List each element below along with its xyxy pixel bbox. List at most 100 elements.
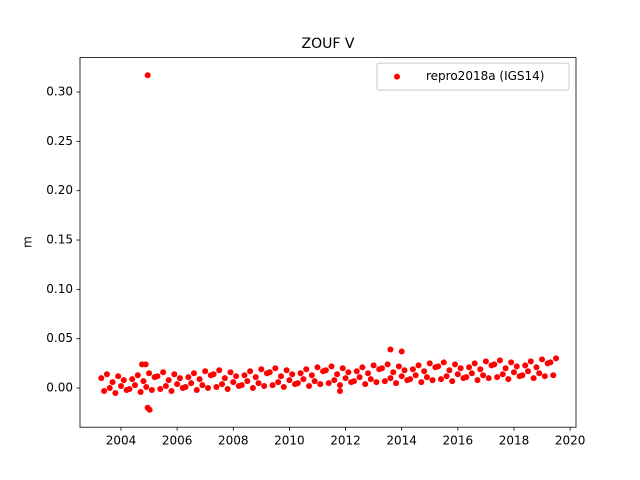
y-tick-label: 0.30 [46,85,73,99]
data-point [202,368,209,375]
data-point [182,384,189,391]
data-point [435,363,442,370]
x-tick-label: 2012 [330,434,361,448]
data-point [494,374,501,381]
data-point [379,365,386,372]
data-point [437,376,444,383]
data-point [303,366,310,373]
chart-title: ZOUF V [302,36,355,52]
data-point [387,346,394,353]
data-point [359,364,366,371]
data-point [144,72,151,79]
data-point [216,367,223,374]
data-point [120,377,127,384]
x-tick-label: 2010 [274,434,305,448]
data-point [393,380,400,387]
data-point [322,367,329,374]
data-point [533,364,540,371]
data-point [468,370,475,377]
data-point [137,388,144,395]
data-point [115,373,122,380]
data-point [272,365,279,372]
data-point [384,361,391,368]
data-point [129,376,136,383]
data-point [132,382,139,389]
data-point [294,380,301,387]
data-point [530,375,537,382]
data-point [412,372,419,379]
data-point [205,385,211,392]
data-point [334,371,341,378]
data-point [300,376,307,383]
data-point [255,380,262,387]
data-point [415,362,422,369]
data-point [398,373,405,380]
data-point [342,375,349,382]
data-point [311,378,318,385]
data-point [336,387,343,394]
data-point [508,359,515,366]
data-point [477,366,484,373]
data-point [244,378,251,385]
data-point [370,362,377,369]
data-point [224,386,231,393]
data-point [362,381,369,388]
y-tick-label: 0.10 [46,282,73,296]
data-point [230,379,237,386]
data-point [480,372,487,379]
data-point [381,378,388,385]
data-point [539,356,546,363]
data-point [241,372,248,379]
data-point [199,382,206,389]
data-point [117,383,124,390]
data-point [426,360,433,367]
data-point [331,377,338,384]
data-point [112,389,119,396]
data-point [398,348,405,355]
data-point [134,372,141,379]
data-point [277,373,284,380]
legend: repro2018a (IGS14) [376,62,570,91]
data-point [395,363,402,370]
data-point [196,376,203,383]
data-point [168,387,175,394]
data-point [373,379,380,386]
x-tick-label: 2014 [386,434,417,448]
data-point [185,374,192,381]
data-point [429,377,436,384]
data-point [328,363,335,370]
data-point [457,365,464,372]
data-point [390,369,397,376]
data-point [541,373,548,380]
data-point [162,383,169,390]
data-point [440,359,447,366]
data-point [505,376,512,383]
data-point [247,368,254,375]
data-point [98,375,105,382]
y-tick-label: 0.20 [46,183,73,197]
data-point [519,372,526,379]
y-tick-label: 0.00 [46,381,73,395]
data-point [106,385,113,392]
data-point [365,370,371,377]
data-point [407,376,414,383]
data-point [140,378,147,385]
data-point [275,379,282,386]
data-point [308,372,315,379]
data-point [553,355,560,362]
data-point [306,383,313,390]
data-point [146,370,153,377]
data-point [249,385,256,392]
data-point [409,366,416,373]
data-point [449,378,456,385]
data-point [238,382,245,389]
data-point [356,374,363,381]
axes-frame [79,57,577,428]
data-point [269,382,276,389]
y-tick-label: 0.15 [46,233,73,247]
data-point [148,387,155,394]
x-tick-label: 2018 [499,434,530,448]
data-point [510,369,517,376]
data-point [103,371,110,378]
